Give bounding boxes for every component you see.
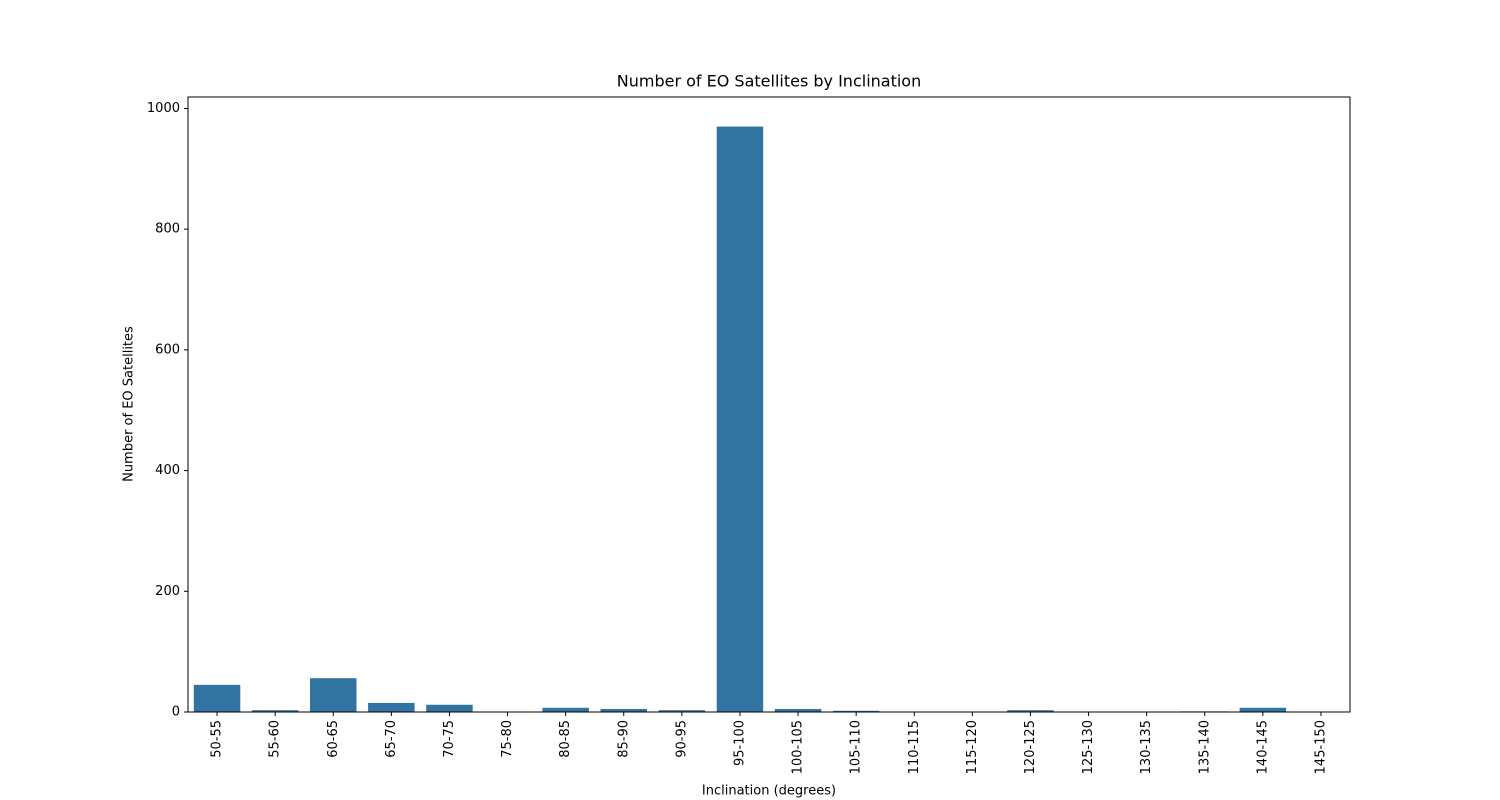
y-axis-label: Number of EO Satellites	[122, 326, 137, 482]
chart-title: Number of EO Satellites by Inclination	[617, 72, 921, 91]
x-tick-label: 120-125	[1023, 720, 1038, 774]
x-tick-label: 50-55	[210, 720, 225, 758]
y-tick-label: 200	[155, 584, 180, 599]
x-tick-label: 145-150	[1313, 720, 1328, 774]
bar	[368, 702, 415, 712]
bar	[251, 710, 299, 712]
bar	[310, 678, 357, 712]
x-tick-label: 130-135	[1139, 720, 1154, 774]
plot-frame	[187, 96, 1351, 713]
y-tick-label: 1000	[147, 101, 180, 116]
bar	[658, 710, 706, 712]
y-tick-label: 600	[155, 342, 180, 357]
x-tick-label: 70-75	[442, 720, 457, 758]
bar	[1239, 707, 1287, 712]
x-tick-label: 55-60	[268, 720, 283, 758]
x-tick-label: 80-85	[558, 720, 573, 758]
bar	[716, 126, 764, 712]
bar	[600, 708, 647, 712]
x-tick-label: 85-90	[616, 720, 631, 758]
x-tick-label: 125-130	[1081, 720, 1096, 774]
x-tick-label: 90-95	[674, 720, 689, 758]
y-tick-label: 400	[155, 463, 180, 478]
bar	[832, 710, 880, 712]
x-tick-label: 105-110	[849, 720, 864, 774]
bar	[774, 708, 822, 712]
x-tick-label: 135-140	[1197, 720, 1212, 774]
x-tick-label: 100-105	[791, 720, 806, 774]
x-axis-label: Inclination (degrees)	[702, 784, 836, 799]
x-tick-label: 115-120	[965, 720, 980, 774]
y-tick-label: 0	[172, 705, 180, 720]
x-tick-label: 95-100	[732, 720, 747, 766]
x-tick-label: 60-65	[326, 720, 341, 758]
x-tick-label: 65-70	[384, 720, 399, 758]
bar	[1007, 710, 1054, 712]
bar	[426, 704, 473, 712]
x-tick-label: 140-145	[1255, 720, 1270, 774]
bar	[193, 684, 241, 712]
bar	[542, 707, 589, 712]
y-tick-label: 800	[155, 222, 180, 237]
x-tick-label: 110-115	[907, 720, 922, 774]
x-tick-label: 75-80	[500, 720, 515, 758]
